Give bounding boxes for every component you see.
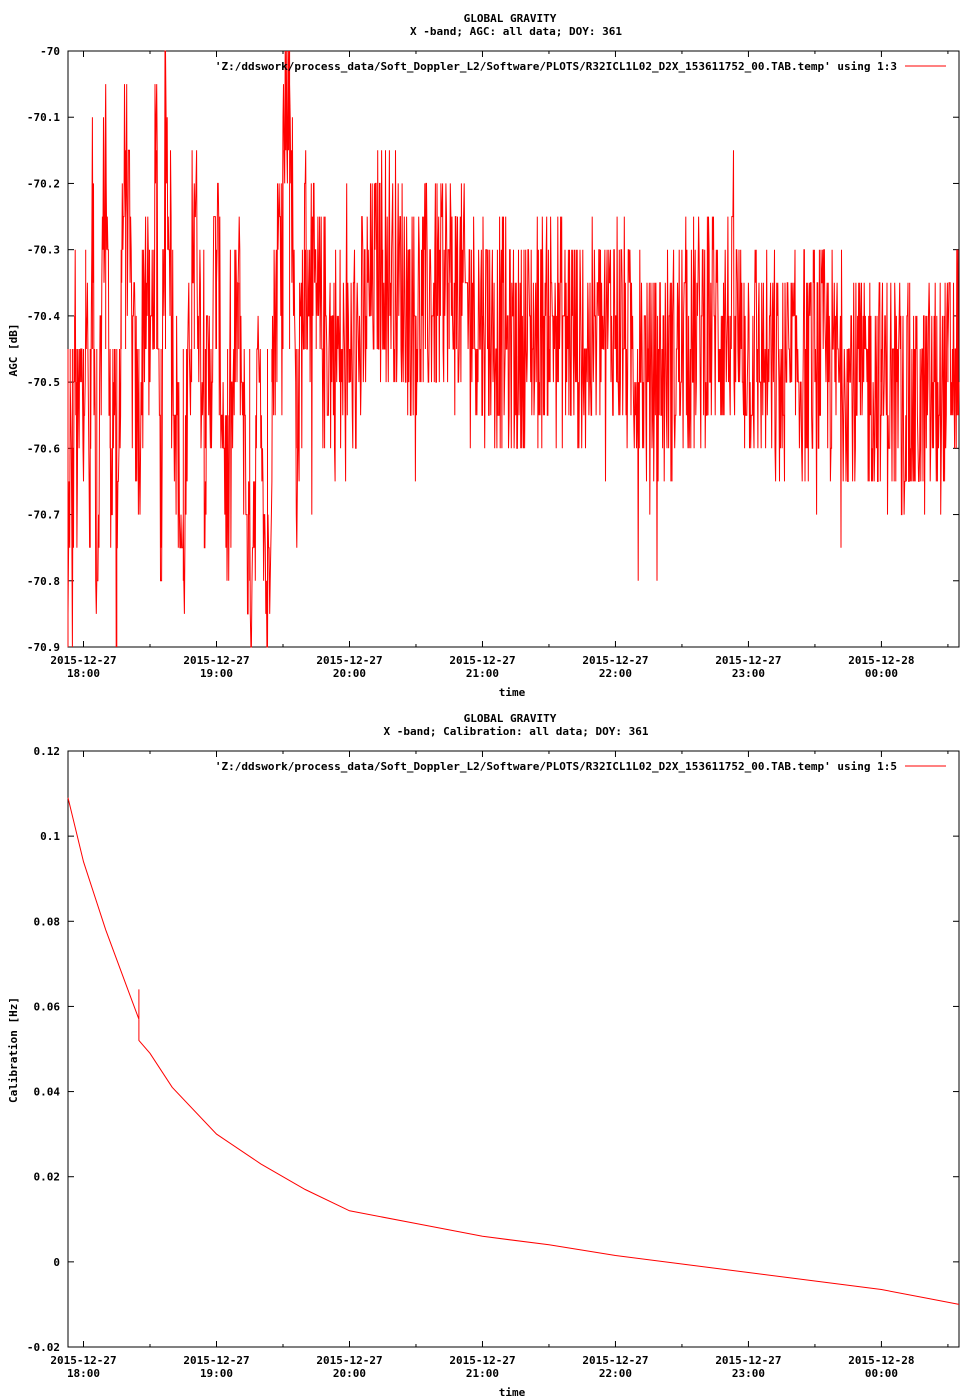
agc-xtick-time: 20:00 xyxy=(333,667,366,680)
calibration-xtick-time: 00:00 xyxy=(865,1367,898,1380)
calibration-ytick-label: 0 xyxy=(53,1256,60,1269)
calibration-chart-subtitle: X -band; Calibration: all data; DOY: 361 xyxy=(384,725,649,738)
agc-xtick-time: 23:00 xyxy=(732,667,765,680)
calibration-y-axis-label: Calibration [Hz] xyxy=(7,997,20,1103)
agc-ytick-label: -70.2 xyxy=(27,177,60,190)
calibration-xtick-date: 2015-12-27 xyxy=(183,1354,249,1367)
agc-xtick-date: 2015-12-27 xyxy=(50,654,116,667)
agc-xtick-date: 2015-12-27 xyxy=(582,654,648,667)
calibration-x-axis: 2015-12-2718:002015-12-2719:002015-12-27… xyxy=(50,751,949,1380)
agc-xtick-time: 00:00 xyxy=(865,667,898,680)
agc-chart: GLOBAL GRAVITY X -band; AGC: all data; D… xyxy=(7,12,960,699)
agc-ytick-label: -70.1 xyxy=(27,111,60,124)
calibration-ytick-label: -0.02 xyxy=(27,1341,60,1354)
agc-series-line xyxy=(67,50,960,648)
calibration-ytick-label: 0.1 xyxy=(40,830,60,843)
calibration-ytick-label: 0.04 xyxy=(34,1086,61,1099)
calibration-xtick-date: 2015-12-27 xyxy=(582,1354,648,1367)
calibration-chart-title: GLOBAL GRAVITY xyxy=(464,712,557,725)
agc-xtick-time: 21:00 xyxy=(466,667,499,680)
agc-ytick-label: -70.3 xyxy=(27,244,60,257)
calibration-xtick-date: 2015-12-28 xyxy=(848,1354,914,1367)
calibration-ytick-label: 0.06 xyxy=(34,1000,61,1013)
agc-y-axis-label: AGC [dB] xyxy=(7,324,20,377)
calibration-xtick-time: 21:00 xyxy=(466,1367,499,1380)
agc-ytick-label: -70 xyxy=(40,45,60,58)
agc-xtick-date: 2015-12-28 xyxy=(848,654,914,667)
calibration-plot-frame xyxy=(67,750,960,1348)
calibration-xtick-date: 2015-12-27 xyxy=(50,1354,116,1367)
agc-xtick-date: 2015-12-27 xyxy=(449,654,515,667)
calibration-xtick-date: 2015-12-27 xyxy=(316,1354,382,1367)
calibration-xtick-date: 2015-12-27 xyxy=(715,1354,781,1367)
calibration-xtick-time: 18:00 xyxy=(67,1367,100,1380)
calibration-ytick-label: 0.12 xyxy=(34,745,61,758)
agc-chart-subtitle: X -band; AGC: all data; DOY: 361 xyxy=(410,25,622,38)
agc-chart-title: GLOBAL GRAVITY xyxy=(464,12,557,25)
calibration-xtick-time: 19:00 xyxy=(200,1367,233,1380)
calibration-x-axis-label: time xyxy=(499,1386,526,1399)
calibration-ytick-label: 0.08 xyxy=(34,915,61,928)
calibration-ytick-label: 0.02 xyxy=(34,1171,61,1184)
agc-ytick-label: -70.8 xyxy=(27,575,60,588)
calibration-xtick-time: 22:00 xyxy=(599,1367,632,1380)
agc-xtick-time: 22:00 xyxy=(599,667,632,680)
agc-ytick-label: -70.6 xyxy=(27,442,60,455)
calibration-legend-label: 'Z:/ddswork/process_data/Soft_Doppler_L2… xyxy=(215,760,897,773)
calibration-y-axis: -0.02 0 0.02 0.04 0.06 0.08 0.1 0.12 xyxy=(27,745,959,1354)
calibration-xtick-time: 20:00 xyxy=(333,1367,366,1380)
calibration-xtick-date: 2015-12-27 xyxy=(449,1354,515,1367)
agc-xtick-date: 2015-12-27 xyxy=(715,654,781,667)
calibration-series-line xyxy=(67,797,960,1305)
calibration-chart: GLOBAL GRAVITY X -band; Calibration: all… xyxy=(7,712,960,1399)
calibration-series-group xyxy=(67,797,960,1305)
calibration-xtick-time: 23:00 xyxy=(732,1367,765,1380)
agc-x-axis: 2015-12-2718:002015-12-2719:002015-12-27… xyxy=(50,51,949,680)
agc-y-axis: -70 -70.1 -70.2 -70.3 -70.4 -70.5 -70.6 -70.7 -7… xyxy=(27,45,959,654)
agc-xtick-time: 19:00 xyxy=(200,667,233,680)
agc-xtick-date: 2015-12-27 xyxy=(183,654,249,667)
agc-xtick-time: 18:00 xyxy=(67,667,100,680)
agc-ytick-label: -70.4 xyxy=(27,310,60,323)
agc-ytick-label: -70.7 xyxy=(27,509,60,522)
agc-x-axis-label: time xyxy=(499,686,526,699)
agc-ytick-label: -70.5 xyxy=(27,376,60,389)
agc-series-group xyxy=(67,50,960,648)
agc-xtick-date: 2015-12-27 xyxy=(316,654,382,667)
agc-ytick-label: -70.9 xyxy=(27,641,60,654)
agc-legend-label: 'Z:/ddswork/process_data/Soft_Doppler_L2… xyxy=(215,60,897,73)
